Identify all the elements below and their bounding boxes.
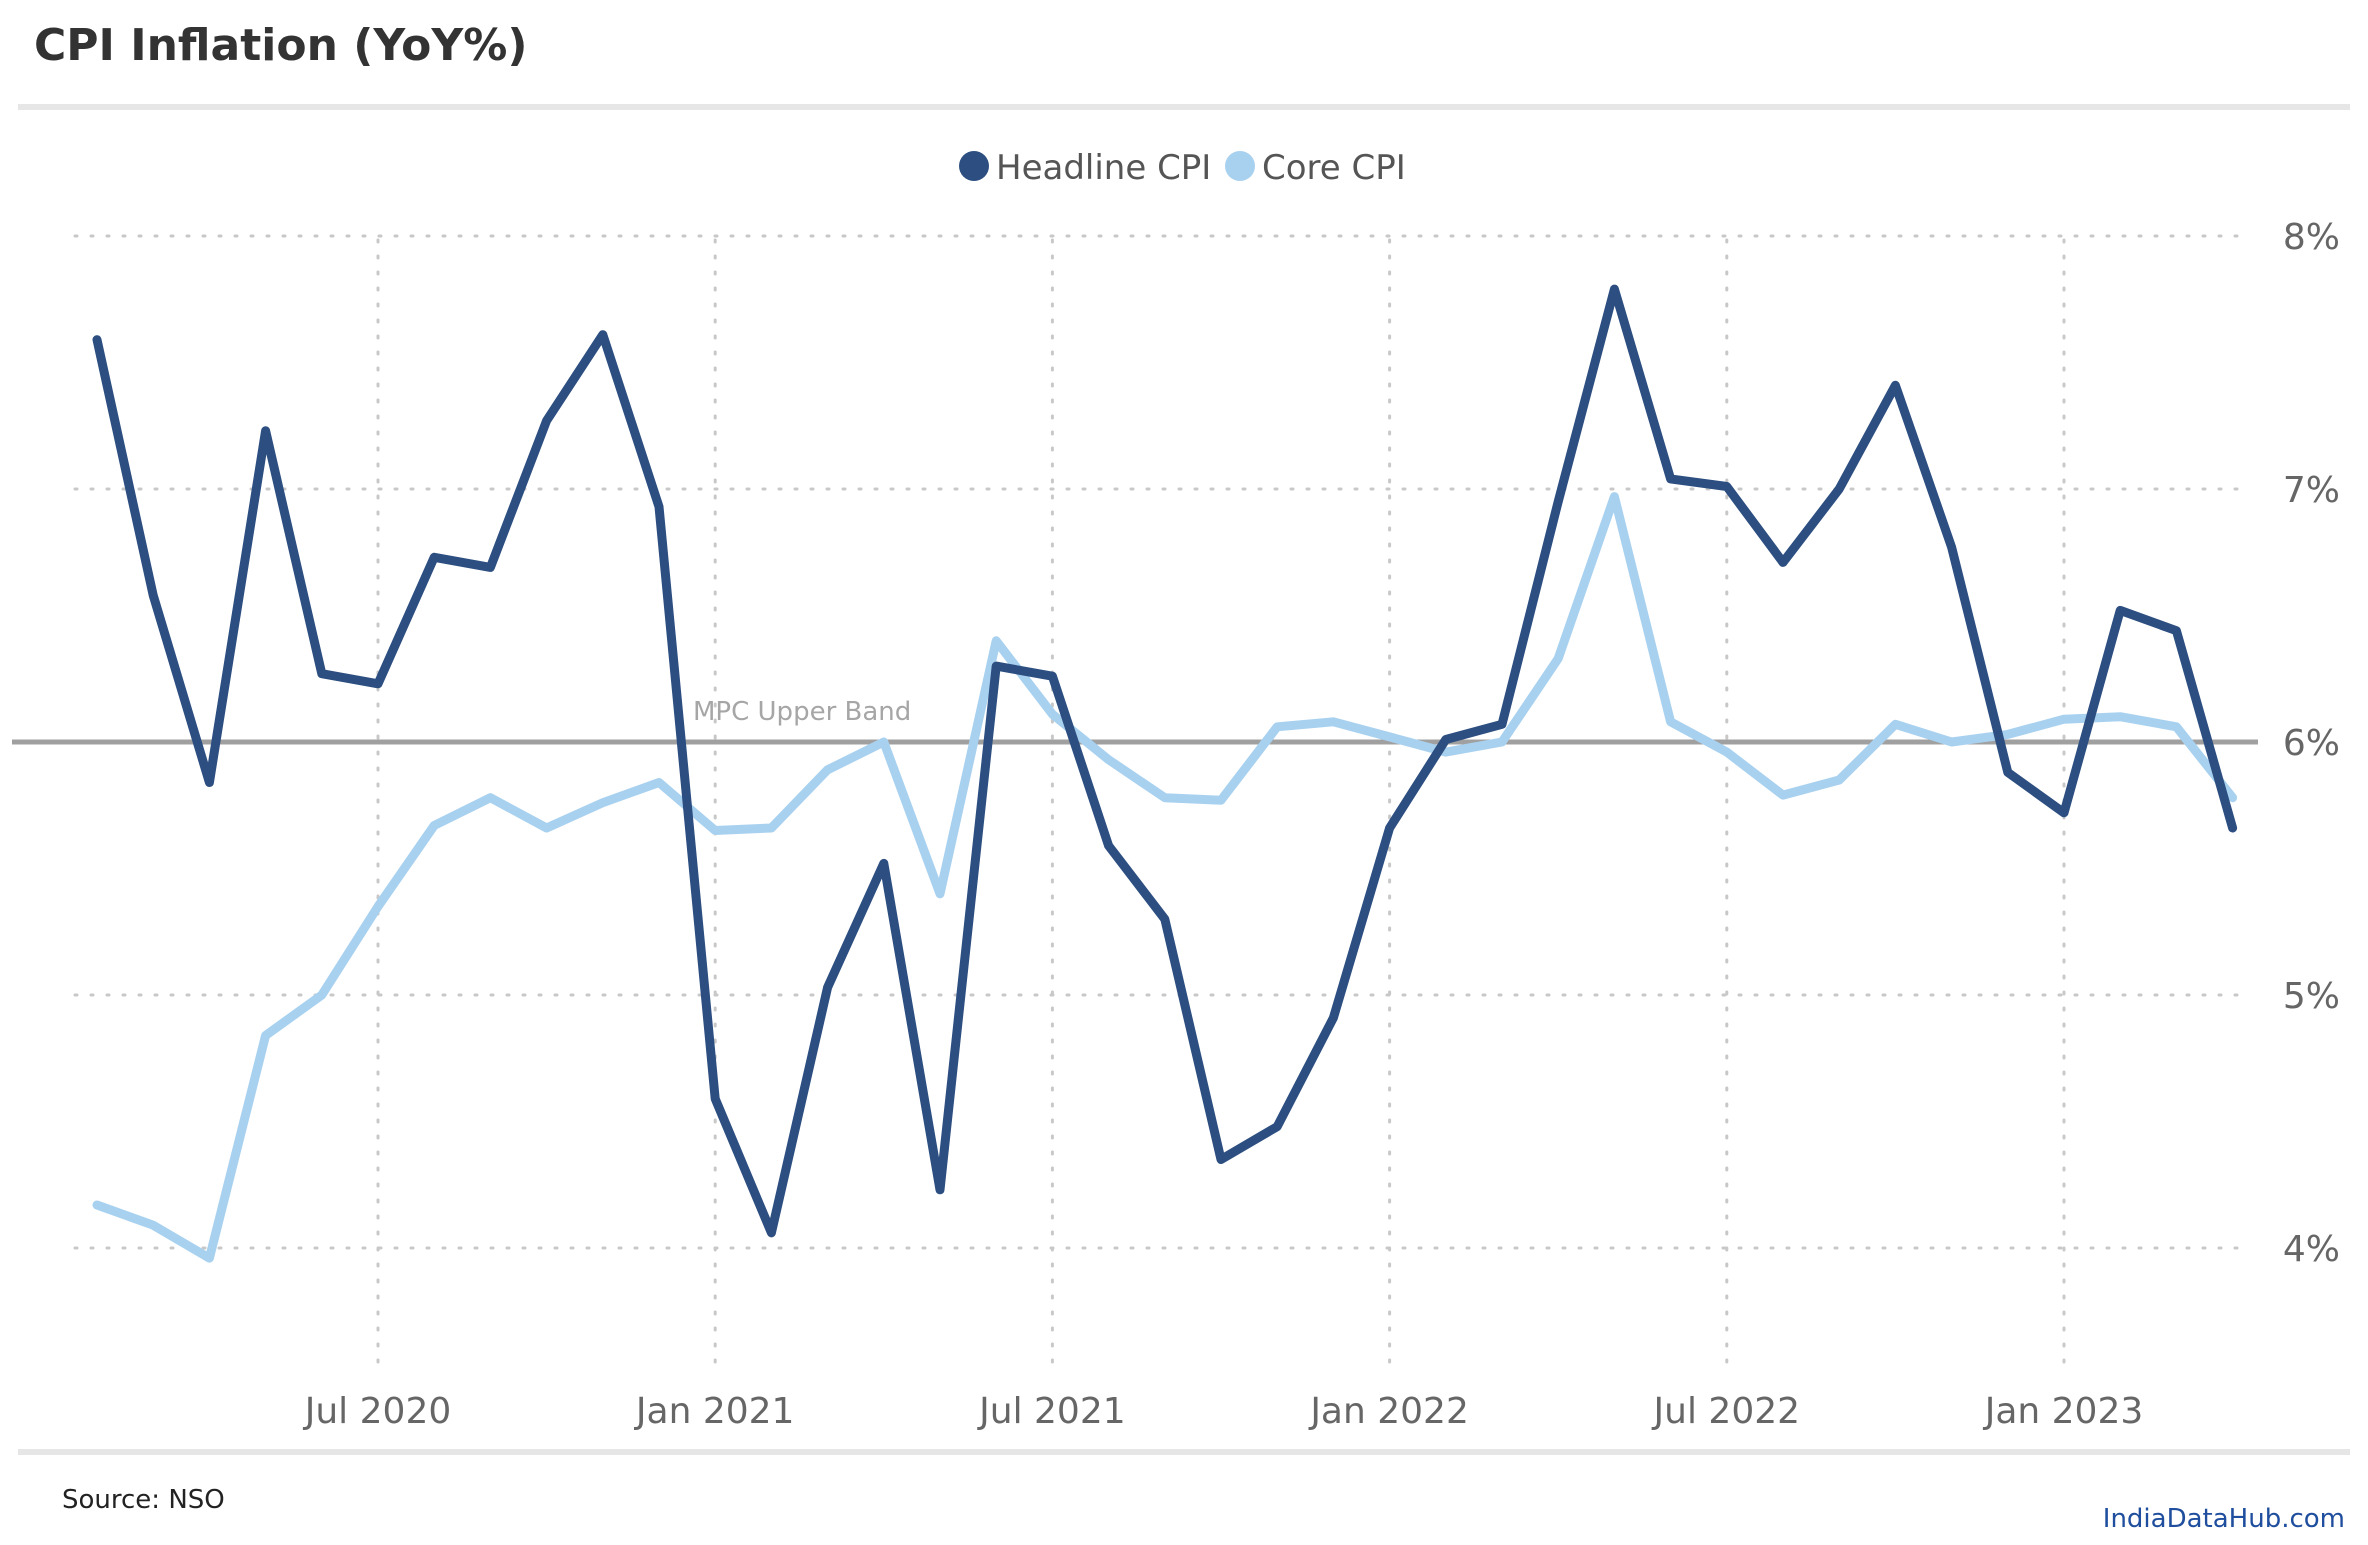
y-tick-label: 8%: [2283, 217, 2340, 258]
y-tick-label: 7%: [2283, 470, 2340, 511]
legend-headline-marker: [959, 151, 989, 181]
source-note: Source: NSO: [62, 1485, 225, 1515]
headline-cpi-line: [92, 284, 2238, 1238]
reference-line-label: MPC Upper Band: [693, 697, 911, 727]
x-tick-label: Jul 2020: [303, 1391, 452, 1432]
x-tick-label: Jul 2022: [1652, 1391, 1801, 1432]
x-tick-label: Jan 2023: [1983, 1391, 2144, 1432]
y-tick-label: 6%: [2283, 723, 2340, 764]
legend-headline-label[interactable]: Headline CPI: [996, 148, 1211, 188]
y-tick-label: 5%: [2283, 976, 2340, 1017]
x-tick-label: Jan 2021: [634, 1391, 795, 1432]
header-divider: [18, 104, 2350, 110]
x-axis: Jul 2020 Jan 2021 Jul 2021 Jan 2022 Jul 2022…: [303, 1391, 2144, 1432]
footer-divider: [18, 1449, 2350, 1455]
chart-title: CPI Inflation (YoY%): [34, 20, 527, 71]
legend-core-marker: [1225, 151, 1255, 181]
brand-link[interactable]: IndiaDataHub.com: [2103, 1504, 2345, 1534]
y-tick-label: 4%: [2283, 1229, 2340, 1270]
legend-core-label[interactable]: Core CPI: [1262, 148, 1406, 188]
y-axis: 4% 5% 6% 7% 8%: [2283, 217, 2340, 1270]
core-cpi-line: [92, 492, 2238, 1263]
x-tick-label: Jul 2021: [977, 1391, 1126, 1432]
legend: Headline CPI Core CPI: [959, 148, 1406, 188]
x-tick-label: Jan 2022: [1308, 1391, 1469, 1432]
series-group: [92, 284, 2238, 1263]
gridlines: [73, 234, 2242, 1372]
